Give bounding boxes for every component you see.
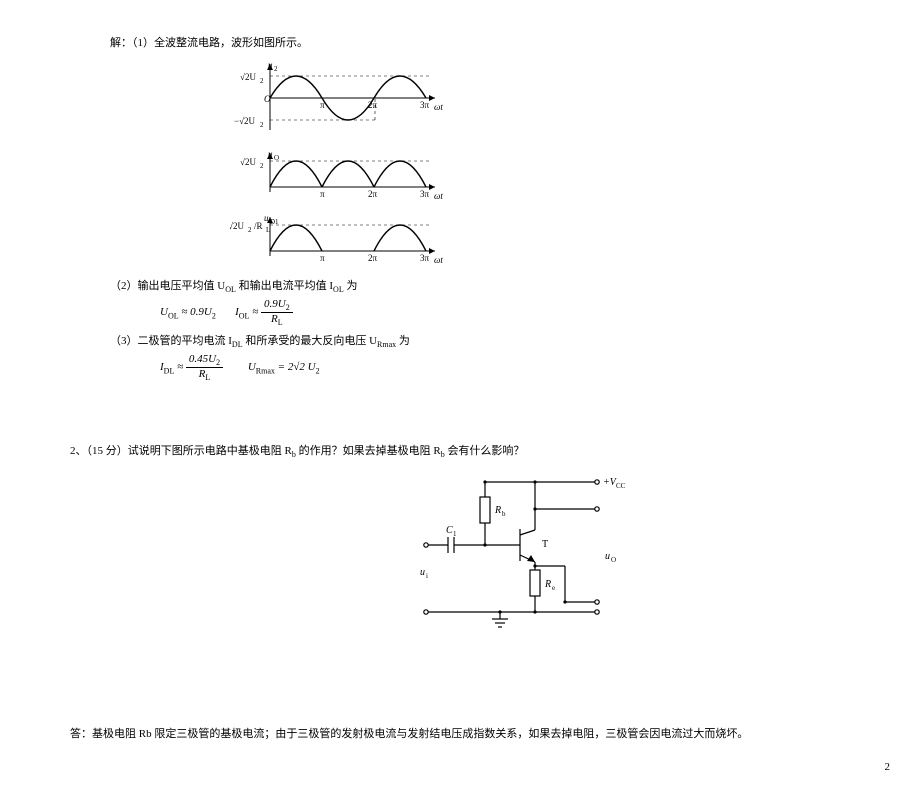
f3a-a: ≈	[174, 361, 186, 373]
question-2-text: 2、（15 分）试说明下图所示电路中基极电阻 Rb 的作用？如果去掉基极电阻 R…	[70, 442, 810, 459]
f3a-n: 0.45U	[189, 353, 216, 365]
f2a-s2: 2	[212, 312, 216, 321]
f2a-s: OL	[168, 312, 179, 321]
p3-s2: Rmax	[377, 340, 396, 349]
svg-text:R: R	[544, 579, 551, 590]
svg-text:u: u	[420, 567, 425, 578]
svg-text:C: C	[446, 525, 453, 536]
svg-text:/R: /R	[254, 221, 263, 231]
ans2: 答：基极电阻 Rb 限定三极管的基极电流；由于三极管的发射极电流与发射结电压成指…	[70, 728, 748, 740]
svg-text:b: b	[502, 510, 506, 518]
p3-b: 和所承受的最大反向电压 U	[243, 335, 377, 347]
svg-text:√2U: √2U	[230, 221, 244, 231]
svg-text:2π: 2π	[368, 100, 378, 110]
formula-2: UOL ≈ 0.9U2 IOL ≈ 0.9U2RL	[160, 298, 810, 327]
f2b-n: 0.9U	[264, 298, 286, 310]
svg-text:2: 2	[248, 226, 252, 234]
f3a-ns: 2	[216, 358, 220, 367]
f3b-s: Rmax	[256, 366, 275, 375]
solution-part3-text: （3）二极管的平均电流 IDL 和所承受的最大反向电压 URmax 为	[110, 332, 810, 349]
graph-halfwave: uD1 √2U2 /RL π 2π 3π ωt	[230, 211, 810, 269]
svg-text:2: 2	[274, 65, 278, 73]
svg-text:π: π	[320, 100, 325, 110]
f3b-s2: 2	[316, 366, 320, 375]
svg-text:−√2U: −√2U	[234, 116, 256, 126]
p2-s2: OL	[333, 285, 344, 294]
svg-text:e: e	[552, 584, 555, 592]
f2b-ds: L	[278, 319, 283, 328]
f2b-d: R	[271, 313, 278, 325]
f2a-l: U	[160, 306, 168, 318]
svg-text:2π: 2π	[368, 189, 378, 199]
svg-text:ωt: ωt	[434, 102, 443, 112]
svg-text:CC: CC	[616, 482, 626, 490]
p2-s1: OL	[225, 285, 236, 294]
f3a-s: DL	[164, 366, 175, 375]
svg-text:ωt: ωt	[434, 191, 443, 201]
svg-text:3π: 3π	[420, 189, 430, 199]
svg-text:O: O	[611, 556, 616, 564]
f3b-l: U	[248, 361, 256, 373]
f3b-e: = 2√2 U	[275, 361, 316, 373]
svg-text:R: R	[494, 505, 501, 516]
svg-text:1: 1	[453, 530, 457, 538]
p2-c: 为	[344, 280, 358, 292]
page-number: 2	[885, 761, 891, 773]
p2-b: 和输出电流平均值 I	[236, 280, 333, 292]
svg-text:i: i	[426, 572, 428, 580]
svg-text:π: π	[320, 189, 325, 199]
q2-b: 的作用？如果去掉基极电阻 R	[296, 445, 441, 457]
svg-text:2: 2	[260, 121, 264, 129]
f2b-a: ≈	[249, 306, 261, 318]
svg-text:ωt: ωt	[434, 255, 443, 265]
q2-a: 2、（15 分）试说明下图所示电路中基极电阻 R	[70, 445, 292, 457]
svg-text:2: 2	[260, 162, 264, 170]
part1-label: 解：（1）全波整流电路，波形如图所示。	[110, 37, 308, 49]
p2-a: （2）输出电压平均值 U	[110, 280, 225, 292]
svg-text:O: O	[264, 94, 271, 104]
waveform-graphs: u2 √2U2 −√2U2 O π 2π 3π ωt	[230, 58, 810, 269]
q2-c: 会有什么影响？	[445, 445, 525, 457]
svg-text:2π: 2π	[368, 253, 378, 263]
f2b-s: OL	[239, 312, 250, 321]
svg-text:u: u	[605, 551, 610, 562]
svg-text:π: π	[320, 253, 325, 263]
solution-part2-text: （2）输出电压平均值 UOL 和输出电流平均值 IOL 为	[110, 277, 810, 294]
svg-text:2: 2	[260, 77, 264, 85]
answer-2-text: 答：基极电阻 Rb 限定三极管的基极电流；由于三极管的发射极电流与发射结电压成指…	[70, 725, 810, 741]
f2a-r: ≈ 0.9U	[179, 306, 212, 318]
svg-text:3π: 3π	[420, 253, 430, 263]
graph-fullwave: uO √2U2 π 2π 3π ωt	[230, 147, 810, 205]
f3a-ds: L	[205, 373, 210, 382]
graph-sine: u2 √2U2 −√2U2 O π 2π 3π ωt	[230, 58, 810, 141]
svg-text:√2U: √2U	[240, 157, 256, 167]
svg-text:3π: 3π	[420, 100, 430, 110]
p3-s1: DL	[232, 340, 243, 349]
p3-c: 为	[396, 335, 410, 347]
svg-text:T: T	[542, 539, 548, 550]
p3-a: （3）二极管的平均电流 I	[110, 335, 232, 347]
svg-text:√2U: √2U	[240, 72, 256, 82]
f2b-ns: 2	[286, 303, 290, 312]
circuit-diagram: +V CC R b T C 1	[400, 467, 810, 635]
formula-3: IDL ≈ 0.45U2RL URmax = 2√2 U2	[160, 353, 810, 382]
solution-part1-text: 解：（1）全波整流电路，波形如图所示。	[110, 34, 810, 50]
